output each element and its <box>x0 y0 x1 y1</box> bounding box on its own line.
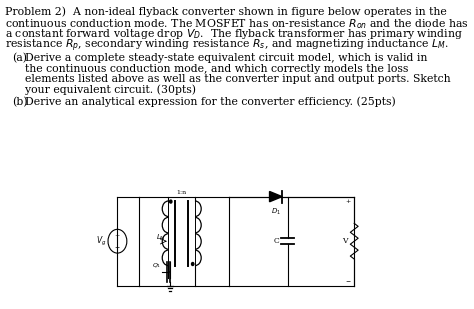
Text: a constant forward voltage drop $V_D$.  The flyback transformer has primary wind: a constant forward voltage drop $V_D$. T… <box>5 27 462 41</box>
Text: your equivalent circuit. (30pts): your equivalent circuit. (30pts) <box>25 85 196 95</box>
Text: (b): (b) <box>12 96 28 107</box>
Text: Problem 2)  A non-ideal flyback converter shown in figure below operates in the: Problem 2) A non-ideal flyback converter… <box>5 6 447 17</box>
Text: V: V <box>342 237 348 245</box>
Text: (a): (a) <box>12 53 27 64</box>
Text: Derive an analytical expression for the converter efficiency. (25pts): Derive an analytical expression for the … <box>25 96 396 107</box>
Text: +: + <box>346 199 351 204</box>
Text: +: + <box>115 233 120 238</box>
Text: continuous conduction mode. The MOSFET has on-resistance $R_{on}$ and the diode : continuous conduction mode. The MOSFET h… <box>5 17 468 31</box>
Text: −: − <box>115 245 120 250</box>
Text: 1:n: 1:n <box>177 190 187 195</box>
Text: resistance $R_p$, secondary winding resistance $R_s$, and magnetizing inductance: resistance $R_p$, secondary winding resi… <box>5 38 448 54</box>
Text: elements listed above as well as the converter input and output ports. Sketch: elements listed above as well as the con… <box>25 74 450 84</box>
Polygon shape <box>270 192 282 202</box>
Text: Derive a complete steady-state equivalent circuit model, which is valid in: Derive a complete steady-state equivalen… <box>25 53 427 63</box>
Text: $Q_1$: $Q_1$ <box>152 261 161 270</box>
Text: $D_1$: $D_1$ <box>271 206 281 217</box>
Circle shape <box>191 263 194 265</box>
Circle shape <box>170 200 172 203</box>
Text: $L_M$: $L_M$ <box>156 233 166 243</box>
Text: −: − <box>346 279 351 284</box>
Text: C: C <box>274 237 280 245</box>
Text: the continuous conduction mode, and which correctly models the loss: the continuous conduction mode, and whic… <box>25 64 408 74</box>
Text: $V_g$: $V_g$ <box>96 235 107 248</box>
